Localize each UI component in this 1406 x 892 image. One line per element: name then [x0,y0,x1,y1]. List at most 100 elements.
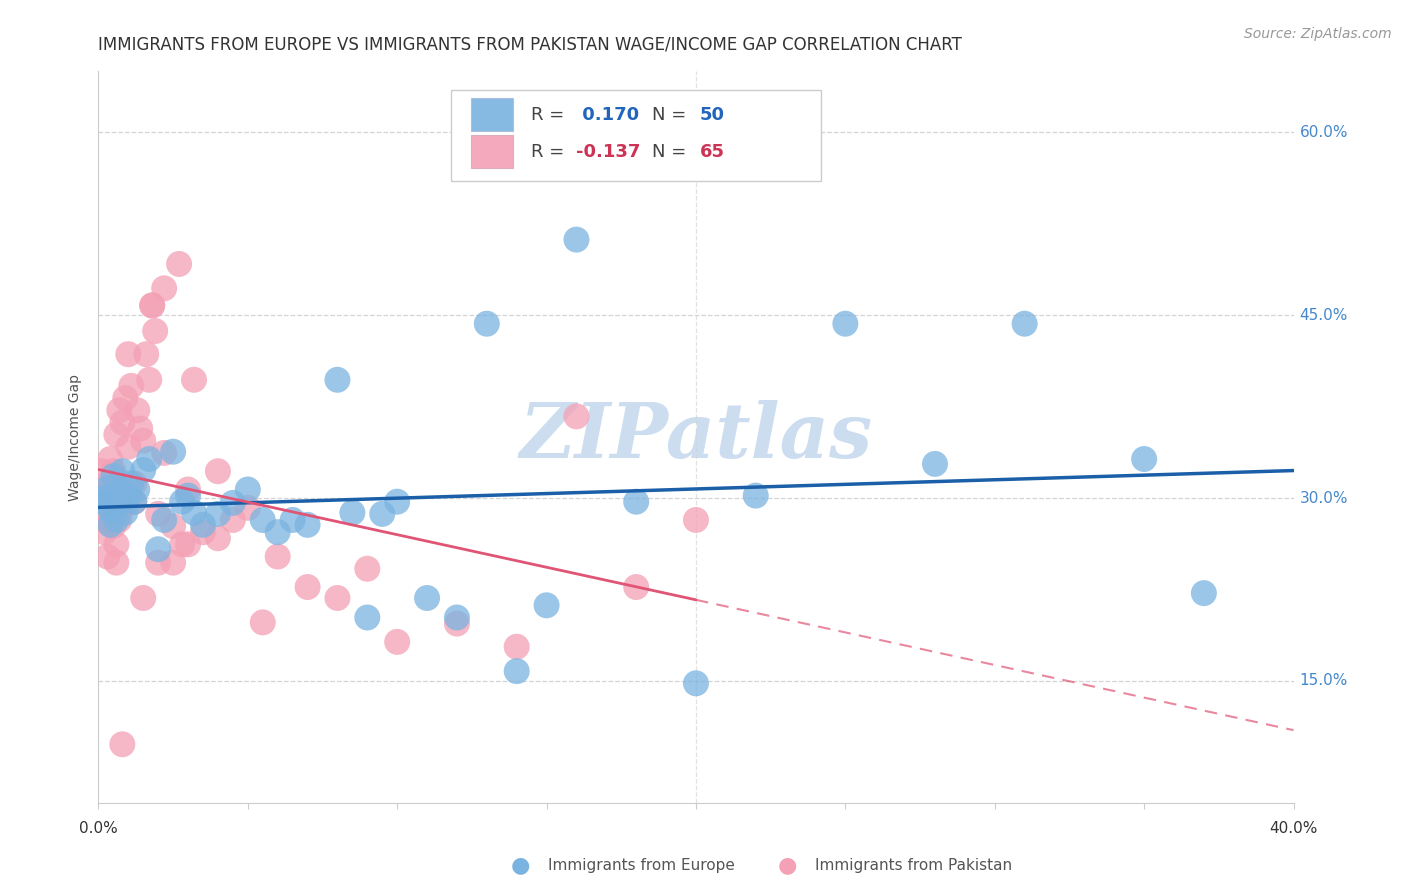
Point [120,476,142,491]
Point [565,409,588,424]
Point [207,507,229,521]
Point [446,610,468,624]
Bar [471,98,513,131]
Point [281,513,304,527]
Point [1192,586,1215,600]
Text: -0.137: -0.137 [576,143,641,161]
Point [153,281,176,295]
Point [536,599,558,613]
Point [96,476,118,491]
Point [162,519,184,533]
Point [90,464,112,478]
Point [745,489,768,503]
Point [103,489,125,503]
Point [342,506,364,520]
Point [124,494,146,508]
Point [356,562,378,576]
Point [191,517,214,532]
Text: R =: R = [531,106,569,124]
Point [111,464,134,478]
Point [98,483,122,497]
Point [183,373,205,387]
Point [685,513,707,527]
Point [177,537,200,551]
Point [98,503,122,517]
Point [1133,452,1156,467]
Point [236,500,259,515]
Point [96,494,118,508]
Point [297,580,319,594]
Point [108,403,131,417]
Point [141,298,163,312]
Point [132,591,155,605]
Point [108,496,131,510]
Text: 15.0%: 15.0% [1299,673,1348,689]
Point [506,640,529,654]
Text: ●: ● [510,855,530,875]
Text: ●: ● [778,855,797,875]
Point [117,347,139,361]
Point [98,452,122,467]
Point [124,494,146,508]
Point [252,615,274,630]
Point [153,446,176,460]
Point [111,500,134,515]
Point [117,490,139,504]
Point [416,591,439,605]
Point [105,537,128,551]
Point [105,427,128,442]
Text: IMMIGRANTS FROM EUROPE VS IMMIGRANTS FROM PAKISTAN WAGE/INCOME GAP CORRELATION C: IMMIGRANTS FROM EUROPE VS IMMIGRANTS FRO… [98,36,962,54]
Text: Immigrants from Pakistan: Immigrants from Pakistan [815,858,1012,872]
Point [138,373,160,387]
Point [114,506,136,520]
Point [114,489,136,503]
Point [105,513,128,527]
Point [371,507,394,521]
Point [103,494,125,508]
Text: N =: N = [652,143,692,161]
Point [135,347,157,361]
Point [93,491,115,505]
Text: N =: N = [652,106,692,124]
Point [98,517,122,532]
Point [111,737,134,751]
Text: 45.0%: 45.0% [1299,308,1348,323]
Point [129,421,152,435]
Point [446,616,468,631]
Point [114,391,136,405]
Text: 0.0%: 0.0% [79,821,118,836]
Point [191,525,214,540]
Point [162,556,184,570]
Point [93,513,115,527]
Point [148,507,170,521]
Point [385,635,409,649]
Text: 30.0%: 30.0% [1299,491,1348,506]
Point [506,664,529,678]
FancyBboxPatch shape [451,90,821,181]
Point [177,483,200,497]
Point [127,403,149,417]
Point [222,496,245,510]
Point [207,531,229,545]
Point [93,489,115,503]
Point [236,483,259,497]
Text: 0.170: 0.170 [576,106,640,124]
Text: 60.0%: 60.0% [1299,125,1348,140]
Point [834,317,856,331]
Point [685,676,707,690]
Point [111,416,134,430]
Point [326,373,349,387]
Point [252,513,274,527]
Point [103,464,125,478]
Point [96,549,118,564]
Point [120,379,142,393]
Point [148,542,170,557]
Text: 65: 65 [700,143,724,161]
Point [108,513,131,527]
Text: 50: 50 [700,106,724,124]
Point [385,494,409,508]
Point [162,444,184,458]
Point [222,513,245,527]
Point [98,507,122,521]
Text: R =: R = [531,143,569,161]
